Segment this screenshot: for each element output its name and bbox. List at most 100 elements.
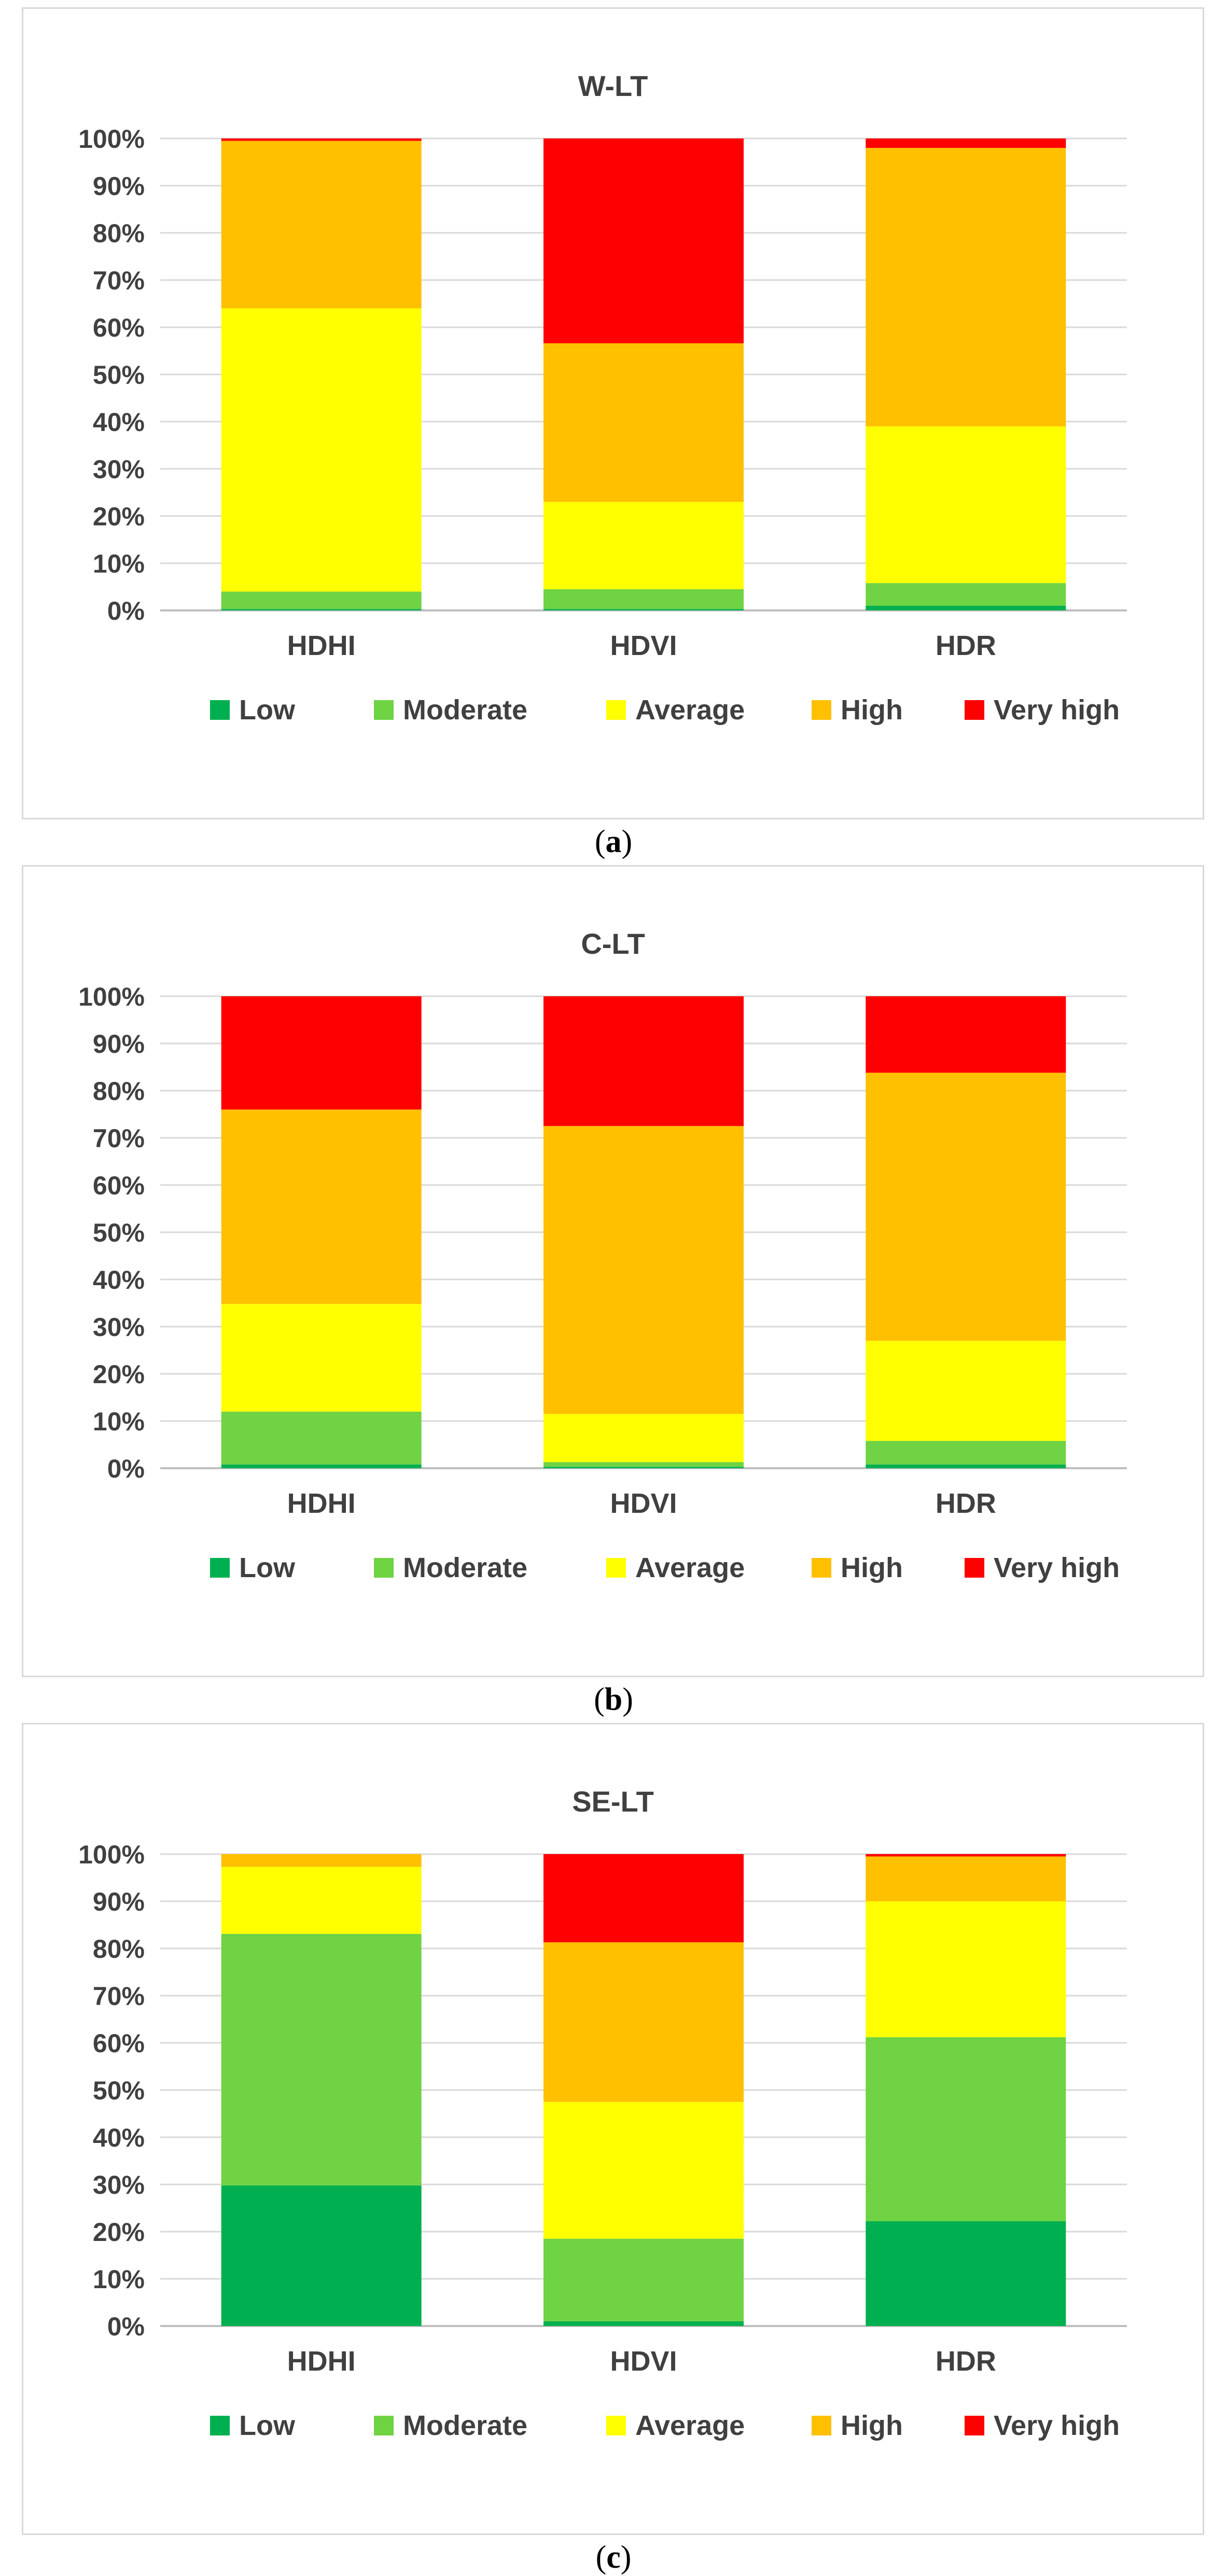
bar-segment-moderate: [543, 589, 744, 609]
bar-segment-average: [866, 1341, 1066, 1441]
chart-se-lt: SE-LT 0% 10% 20% 30% 40% 50% 60% 70% 80% 90% 100% H…: [78, 1785, 1127, 2441]
y-tick-label: 50%: [93, 360, 145, 389]
x-tick-label: HDR: [936, 2346, 996, 2377]
legend-swatch: [606, 2416, 626, 2435]
bar-segment-low: [221, 609, 422, 610]
y-tick-label: 90%: [93, 1887, 145, 1916]
y-tick-label: 90%: [93, 1029, 145, 1059]
plot-area: 0% 10% 20% 30% 40% 50% 60% 70% 80% 90% 100% HDHI HDV…: [78, 1840, 1127, 2377]
y-tick-label: 50%: [93, 1218, 145, 1247]
y-tick-label: 10%: [93, 1407, 145, 1436]
legend-label: Moderate: [403, 1552, 527, 1583]
legend-label: Average: [635, 694, 745, 726]
legend-swatch: [812, 700, 831, 720]
y-tick-label: 90%: [93, 172, 145, 201]
legend-label: High: [841, 2410, 903, 2441]
chart-w-lt: W-LT 0% 10% 20% 30% 40% 50% 60% 70% 80% 90% 100% HD…: [78, 69, 1127, 726]
bar-segment-high: [866, 1073, 1066, 1341]
y-tick-label: 70%: [93, 1982, 145, 2011]
bar-segment-average: [221, 1867, 422, 1934]
bar-segment-average: [543, 502, 744, 590]
y-tick-label: 10%: [93, 2265, 145, 2294]
bar-segment-moderate: [221, 591, 422, 609]
bar-segment-average: [221, 308, 422, 592]
legend-swatch: [965, 1558, 984, 1578]
legend-swatch: [374, 700, 394, 720]
legend-label: Low: [239, 694, 296, 726]
caption-close: ): [622, 1682, 633, 1717]
caption-letter: b: [604, 1682, 623, 1717]
caption-open: (: [595, 2540, 607, 2575]
legend-swatch: [812, 2416, 831, 2435]
caption-close: ): [621, 824, 633, 859]
caption-letter: a: [605, 824, 622, 859]
legend: Low Moderate Average High Very high: [210, 2410, 1120, 2441]
y-tick-label: 80%: [93, 219, 145, 248]
bar-segment-high: [221, 1854, 422, 1867]
chart-title: SE-LT: [572, 1785, 654, 1818]
legend-swatch: [374, 1558, 394, 1578]
legend-label: Average: [635, 2410, 745, 2441]
chart-title: C-LT: [581, 927, 645, 960]
bar-segment-low: [221, 1464, 422, 1468]
bar-segment-high: [866, 148, 1066, 427]
legend-label: Moderate: [403, 694, 527, 726]
y-tick-label: 70%: [93, 1124, 145, 1153]
y-tick-label: 100%: [78, 982, 145, 1011]
bar-segment-high: [866, 1856, 1066, 1901]
y-tick-label: 60%: [93, 313, 145, 342]
y-tick-label: 20%: [93, 2218, 145, 2247]
bar-segment-very-high: [866, 138, 1066, 148]
bar-segment-low: [543, 2321, 744, 2326]
y-tick-label: 70%: [93, 266, 145, 295]
y-tick-label: 100%: [78, 124, 145, 154]
caption-a: (a): [0, 824, 1227, 860]
chart-panel-c-lt: C-LT 0% 10% 20% 30% 40% 50% 60% 70% 80% 90% 100% HD…: [22, 865, 1204, 1677]
bar-segment-moderate: [866, 583, 1066, 606]
x-tick-label: HDR: [936, 630, 996, 661]
y-tick-label: 80%: [93, 1077, 145, 1106]
bar-segment-low: [866, 1464, 1066, 1468]
legend-label: Average: [635, 1552, 745, 1583]
y-tick-label: 80%: [93, 1934, 145, 1964]
bar-segment-low: [543, 1467, 744, 1468]
bar-segment-average: [866, 426, 1066, 583]
bar-segment-low: [543, 609, 744, 610]
x-tick-label: HDHI: [287, 2346, 356, 2377]
bar-segment-low: [866, 2221, 1066, 2326]
bar-segment-average: [221, 1304, 422, 1412]
bar-segment-very-high: [221, 138, 422, 141]
legend-swatch: [210, 700, 230, 720]
bar-segment-moderate: [866, 2037, 1066, 2221]
bar-segment-moderate: [866, 1441, 1066, 1465]
caption-letter: c: [606, 2540, 621, 2575]
y-tick-label: 60%: [93, 2029, 145, 2058]
legend-swatch: [606, 700, 626, 720]
caption-close: ): [620, 2540, 632, 2575]
legend-swatch: [965, 2416, 984, 2435]
plot-area: 0% 10% 20% 30% 40% 50% 60% 70% 80% 90% 100% HDHI HDV…: [78, 124, 1127, 661]
chart-c-lt: C-LT 0% 10% 20% 30% 40% 50% 60% 70% 80% 90% 100% HD…: [78, 927, 1127, 1583]
bar-segment-moderate: [221, 1411, 422, 1465]
legend-label: High: [841, 694, 903, 726]
bar-segment-high: [543, 343, 744, 502]
chart-panel-se-lt: SE-LT 0% 10% 20% 30% 40% 50% 60% 70% 80% 90% 100% H…: [22, 1723, 1204, 2535]
y-tick-label: 0%: [107, 2312, 145, 2341]
bar-segment-low: [866, 605, 1066, 610]
legend-swatch: [965, 700, 984, 720]
x-tick-label: HDHI: [287, 630, 356, 661]
bar-segment-very-high: [221, 996, 422, 1110]
y-tick-label: 40%: [93, 1265, 145, 1294]
bar-segment-very-high: [866, 996, 1066, 1073]
caption-c: (c): [0, 2539, 1227, 2576]
bar-segment-moderate: [221, 1933, 422, 2185]
legend-label: Moderate: [403, 2410, 527, 2441]
legend-swatch: [210, 2416, 230, 2435]
bar-segment-high: [221, 141, 422, 309]
x-tick-label: HDVI: [610, 1488, 677, 1519]
y-tick-label: 30%: [93, 1313, 145, 1342]
y-tick-label: 100%: [78, 1840, 145, 1869]
caption-b: (b): [0, 1681, 1227, 1718]
legend-swatch: [210, 1558, 230, 1578]
legend-label: Very high: [994, 2410, 1120, 2441]
